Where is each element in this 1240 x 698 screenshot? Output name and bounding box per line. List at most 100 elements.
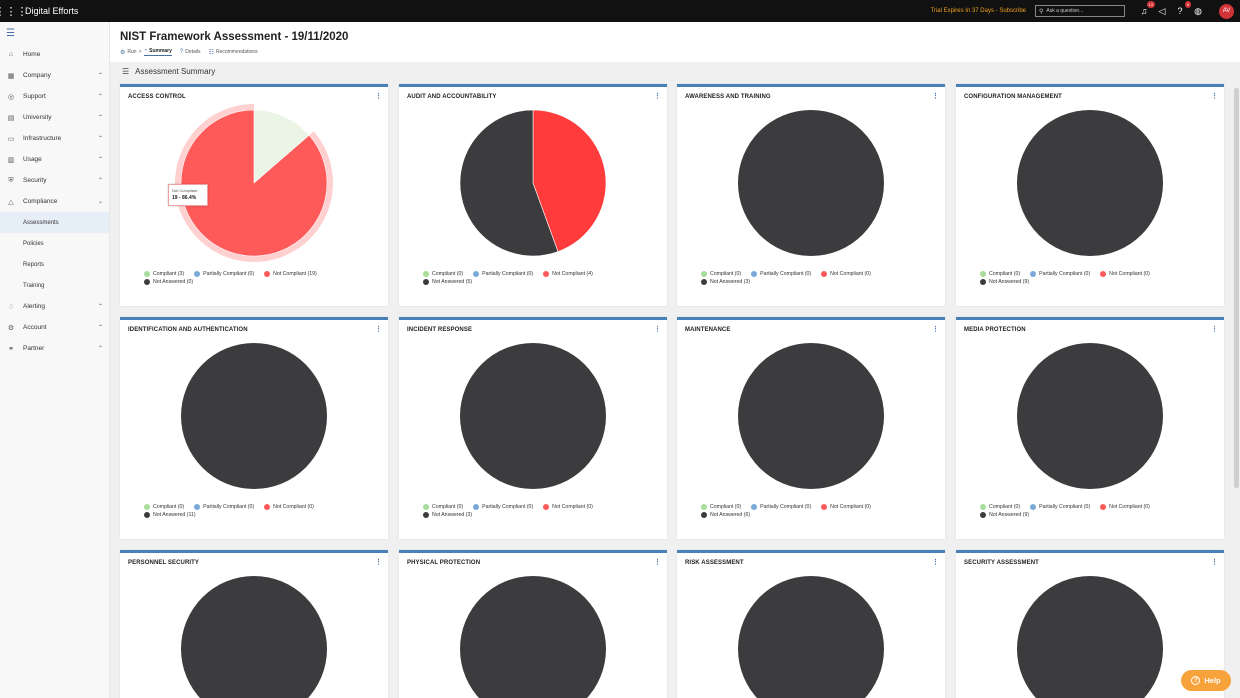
globe-icon[interactable]: ◍: [1194, 5, 1202, 16]
app-title[interactable]: Digital Efforts: [25, 6, 79, 16]
legend-item-not-compliant[interactable]: Not Compliant (0): [264, 504, 314, 510]
pie-chart[interactable]: [181, 343, 327, 489]
pie-chart[interactable]: [738, 576, 884, 698]
pie-chart[interactable]: [738, 110, 884, 256]
search-input[interactable]: ⚲ Ask a question...: [1035, 5, 1125, 17]
legend-item-not-compliant[interactable]: Not Compliant (0): [821, 271, 871, 277]
more-options-icon[interactable]: ⋮: [932, 93, 939, 100]
tab-summary[interactable]: ◔ Summary: [143, 48, 172, 56]
tab-details[interactable]: ? Details: [179, 49, 201, 55]
legend-item-not-answered[interactable]: Not Answered (9): [980, 279, 1029, 285]
legend-item-not-answered[interactable]: Not Answered (3): [423, 512, 472, 518]
legend-item-partial[interactable]: Partially Compliant (0): [751, 504, 811, 510]
legend-item-partial[interactable]: Partially Compliant (0): [194, 504, 254, 510]
legend-item-partial[interactable]: Partially Compliant (0): [473, 271, 533, 277]
chevron-up-icon[interactable]: ⌃: [97, 304, 103, 310]
chevron-up-icon[interactable]: ⌃: [97, 325, 103, 331]
legend-item-not-answered[interactable]: Not Answered (3): [701, 279, 750, 285]
legend-item-partial[interactable]: Partially Compliant (0): [1030, 271, 1090, 277]
legend-item-compliant[interactable]: Compliant (3): [144, 271, 184, 277]
legend-dot: [264, 504, 271, 510]
sidebar-subitem-policies[interactable]: Policies: [23, 240, 44, 247]
more-options-icon[interactable]: ⋮: [654, 93, 661, 100]
legend-item-partial[interactable]: Partially Compliant (0): [473, 504, 533, 510]
legend-item-not-compliant[interactable]: Not Compliant (0): [821, 504, 871, 510]
pie-chart[interactable]: [738, 343, 884, 489]
legend-item-not-answered[interactable]: Not Answered (5): [423, 279, 472, 285]
legend-item-compliant[interactable]: Compliant (0): [423, 504, 463, 510]
sidebar-item-partner[interactable]: ⚭ Partner ⌃: [0, 338, 109, 359]
legend-item-not-compliant[interactable]: Not Compliant (4): [543, 271, 593, 277]
hamburger-menu-icon[interactable]: ☰: [6, 27, 15, 39]
sidebar-item-security[interactable]: ⛨ Security ⌃: [0, 170, 109, 191]
sidebar-subitem-training[interactable]: Training: [23, 282, 45, 289]
pie-chart[interactable]: [460, 576, 606, 698]
sidebar-subitem-assessments[interactable]: Assessments: [0, 212, 109, 233]
pie-chart[interactable]: [1017, 110, 1163, 256]
legend-item-compliant[interactable]: Compliant (0): [701, 504, 741, 510]
legend-item-compliant[interactable]: Compliant (0): [144, 504, 184, 510]
chevron-up-icon[interactable]: ⌃: [97, 115, 103, 121]
help-button[interactable]: ? Help: [1181, 670, 1231, 691]
tab-run[interactable]: ⚙ Run: [120, 49, 137, 56]
sidebar-item-usage[interactable]: ▥ Usage ⌃: [0, 149, 109, 170]
page-scrollbar[interactable]: [1234, 88, 1239, 488]
more-options-icon[interactable]: ⋮: [1211, 326, 1218, 333]
legend-item-not-compliant[interactable]: Not Compliant (0): [1100, 504, 1150, 510]
sidebar-item-company[interactable]: ▦ Company ⌃: [0, 65, 109, 86]
sidebar-item-university[interactable]: ▤ University ⌃: [0, 107, 109, 128]
more-options-icon[interactable]: ⋮: [1211, 93, 1218, 100]
legend-item-not-answered[interactable]: Not Answered (11): [144, 512, 196, 518]
legend-item-not-compliant[interactable]: Not Compliant (0): [543, 504, 593, 510]
legend-label: Not Answered (3): [432, 512, 473, 518]
more-options-icon[interactable]: ⋮: [932, 326, 939, 333]
legend-item-partial[interactable]: Partially Compliant (0): [194, 271, 254, 277]
sidebar-item-account[interactable]: ⚙ Account ⌃: [0, 317, 109, 338]
pie-chart[interactable]: [1017, 343, 1163, 489]
legend-item-partial[interactable]: Partially Compliant (0): [751, 271, 811, 277]
chevron-down-icon[interactable]: ⌄: [97, 199, 103, 205]
sidebar-item-alerting[interactable]: ♢ Alerting ⌃: [0, 296, 109, 317]
legend-item-partial[interactable]: Partially Compliant (0): [1030, 504, 1090, 510]
legend-item-not-answered[interactable]: Not Answered (6): [701, 512, 750, 518]
more-options-icon[interactable]: ⋮: [654, 326, 661, 333]
legend-item-not-compliant[interactable]: Not Compliant (0): [1100, 271, 1150, 277]
chevron-up-icon[interactable]: ⌃: [97, 346, 103, 352]
help-question-icon[interactable]: ? 9: [1177, 1, 1191, 16]
sidebar-subitem-reports[interactable]: Reports: [23, 261, 45, 268]
legend-item-compliant[interactable]: Compliant (0): [980, 271, 1020, 277]
chevron-up-icon[interactable]: ⌃: [97, 178, 103, 184]
more-options-icon[interactable]: ⋮: [654, 559, 661, 566]
sidebar-item-support[interactable]: ◎ Support ⌃: [0, 86, 109, 107]
legend-item-not-answered[interactable]: Not Answered (0): [144, 279, 193, 285]
chevron-up-icon[interactable]: ⌃: [97, 73, 103, 79]
sidebar-item-infrastructure[interactable]: ▭ Infrastructure ⌃: [0, 128, 109, 149]
more-options-icon[interactable]: ⋮: [375, 326, 382, 333]
more-options-icon[interactable]: ⋮: [375, 93, 382, 100]
pie-chart[interactable]: [460, 343, 606, 489]
app-launcher-icon[interactable]: ⋮⋮⋮: [0, 5, 28, 18]
legend-item-compliant[interactable]: Compliant (0): [423, 271, 463, 277]
legend-item-compliant[interactable]: Compliant (0): [980, 504, 1020, 510]
tab-recommendations[interactable]: ☷ Recommendations: [208, 49, 258, 56]
pie-chart[interactable]: [181, 576, 327, 698]
legend-item-not-compliant[interactable]: Not Compliant (19): [264, 271, 317, 277]
chevron-up-icon[interactable]: ⌃: [97, 157, 103, 163]
megaphone-icon[interactable]: ◁: [1158, 5, 1166, 16]
chevron-up-icon[interactable]: ⌃: [97, 136, 103, 142]
more-options-icon[interactable]: ⋮: [1211, 559, 1218, 566]
more-options-icon[interactable]: ⋮: [932, 559, 939, 566]
pie-chart[interactable]: [1017, 576, 1163, 698]
notifications-bell-icon[interactable]: ♫ 13: [1140, 1, 1155, 16]
legend-item-not-answered[interactable]: Not Answered (9): [980, 512, 1029, 518]
pie-chart[interactable]: [175, 104, 334, 262]
more-options-icon[interactable]: ⋮: [375, 559, 382, 566]
university-icon: ▤: [7, 114, 15, 122]
pie-chart[interactable]: [460, 110, 606, 256]
legend-item-compliant[interactable]: Compliant (0): [701, 271, 741, 277]
avatar[interactable]: AV: [1219, 3, 1234, 19]
sidebar-item-home[interactable]: ⌂ Home: [0, 44, 109, 65]
trial-subscribe-link[interactable]: Trial Expires In 37 Days - Subscribe: [930, 8, 1026, 14]
sidebar-item-compliance[interactable]: △ Compliance ⌄: [0, 191, 109, 212]
chevron-up-icon[interactable]: ⌃: [97, 94, 103, 100]
